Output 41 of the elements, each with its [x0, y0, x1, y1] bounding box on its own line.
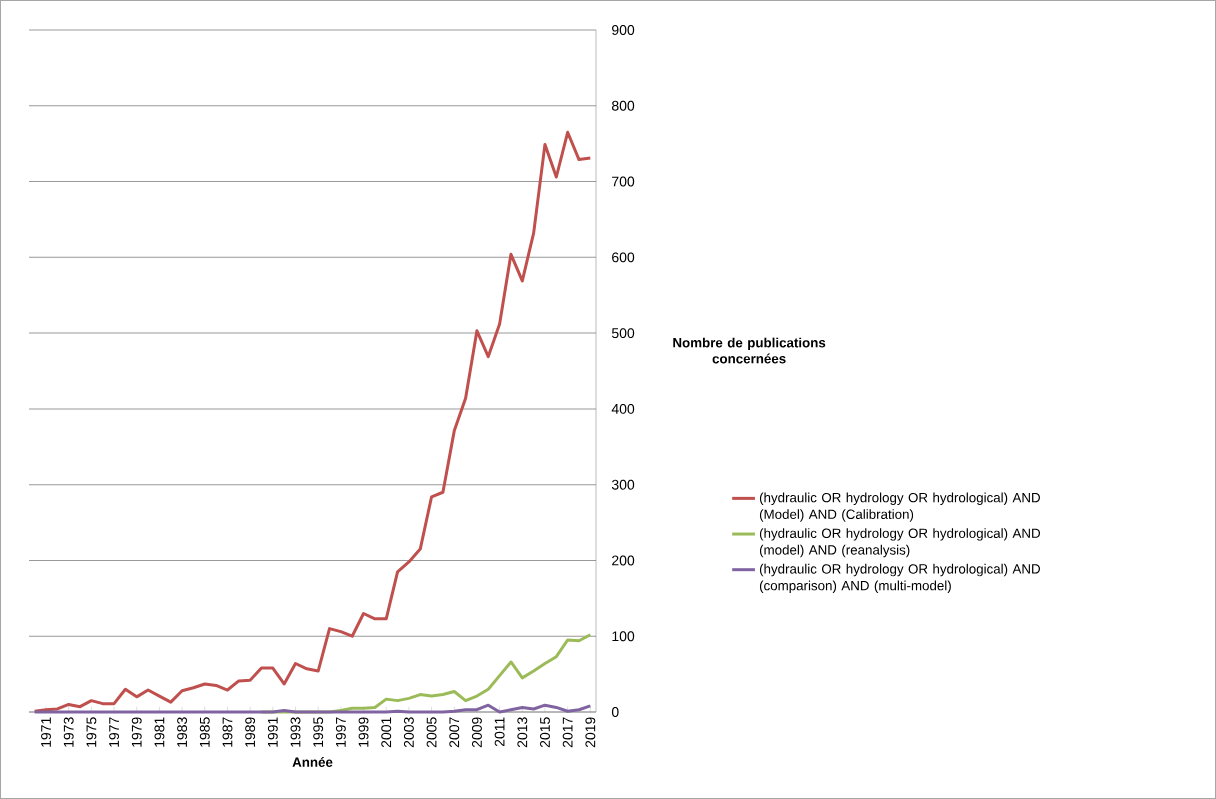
x-tick-label: 2005 [426, 717, 437, 748]
y-tick-label: 400 [611, 403, 635, 414]
x-tick-label: 2019 [585, 717, 596, 748]
x-tick-label: 2013 [517, 717, 528, 748]
x-tick-label: 1989 [245, 717, 256, 747]
y-tick-label: 600 [612, 252, 635, 263]
x-tick-label: 1995 [313, 717, 324, 747]
legend-label: (hydraulic OR hydrology OR hydrological) AND (Model) AND (Calibration) [759, 492, 1040, 522]
x-tick-label: 2007 [449, 717, 460, 748]
y-tick-label: 200 [612, 555, 635, 566]
x-tick-label: 1983 [177, 717, 188, 747]
x-tick-label: 1993 [290, 717, 301, 747]
x-tick-label: 2017 [562, 717, 573, 748]
x-tick-label: 1973 [63, 717, 74, 747]
legend-label: (hydraulic OR hydrology OR hydrological) AND (comparison) AND (multi-model) [759, 563, 1040, 593]
x-tick-label: 1975 [86, 717, 97, 747]
x-tick-label: 2015 [540, 717, 550, 748]
y-tick-label: 300 [611, 479, 635, 490]
y-tick-label: 900 [612, 25, 635, 35]
y-axis-title: Nombre de publications concernées [673, 337, 826, 364]
x-tick-label: 1987 [222, 717, 233, 747]
x-tick-label: 1971 [41, 717, 51, 747]
x-tick-label: 1991 [267, 717, 278, 747]
x-tick-label: 1999 [358, 717, 369, 747]
x-tick-label: 2003 [403, 717, 414, 748]
x-tick-label: 2011 [494, 717, 505, 747]
x-tick-label: 2001 [381, 717, 392, 748]
x-tick-label: 1981 [154, 717, 165, 747]
x-tick-label: 1985 [199, 717, 210, 747]
x-axis-title: Année [292, 757, 333, 767]
y-tick-label: 100 [612, 631, 635, 642]
x-tick-label: 1977 [109, 717, 120, 747]
x-tick-label: 2009 [471, 717, 482, 748]
line-series [33, 130, 592, 713]
y-tick-label: 700 [612, 176, 635, 187]
legend-label: (hydraulic OR hydrology OR hydrological) AND (model) AND (reanalysis) [759, 528, 1040, 558]
x-tick-label: 1997 [335, 717, 346, 747]
y-tick-label: 800 [611, 100, 635, 111]
y-tick-label: 0 [611, 707, 619, 717]
x-tick-label: 1979 [131, 717, 142, 747]
y-tick-label: 500 [611, 328, 635, 339]
